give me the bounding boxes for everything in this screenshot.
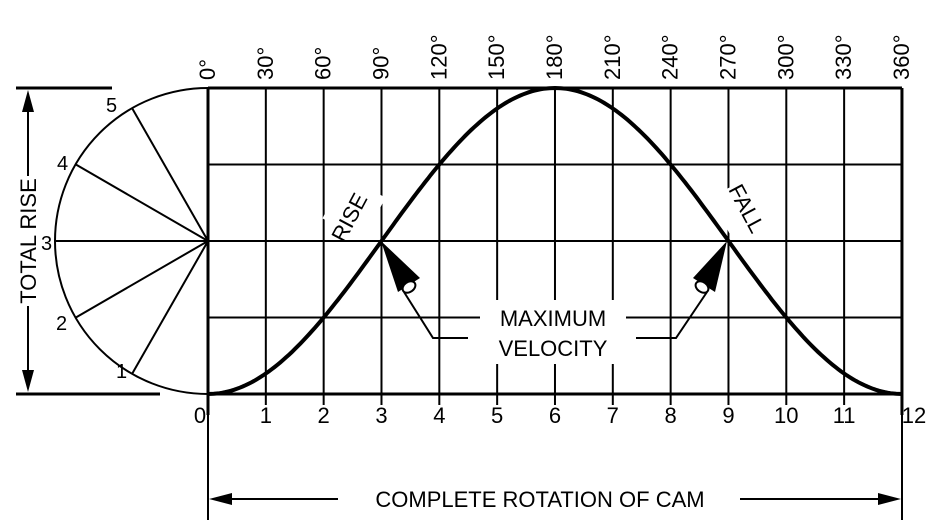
- max-velocity-callout: MAXIMUM VELOCITY: [381, 241, 727, 364]
- rise-label-gap: [17, 176, 39, 306]
- angle-label-12: 360°: [889, 34, 914, 80]
- step-label-3: 3: [375, 403, 387, 428]
- circle-label-1: 1: [116, 361, 127, 383]
- step-label-11: 11: [833, 403, 856, 428]
- left-pointer-tail: [401, 280, 417, 294]
- angle-label-3: 90°: [368, 47, 393, 80]
- step-labels: 0 1 2 3 4 5 6 7 8 9 10 11 12: [194, 403, 926, 428]
- step-label-12: 12: [902, 403, 926, 428]
- total-rise-dimension: TOTAL RISE: [16, 86, 160, 396]
- radius-2: [74, 240, 209, 319]
- rise-label-gap: [322, 176, 386, 240]
- circle-labels: 1 2 3 4 5: [41, 95, 127, 383]
- circle-label-2: 2: [56, 313, 67, 335]
- circle-label-3: 3: [41, 233, 52, 255]
- angle-label-2: 60°: [311, 47, 336, 80]
- rotation-arrow-right: [878, 493, 901, 505]
- step-label-4: 4: [433, 403, 445, 428]
- rise-arrow-down: [22, 370, 34, 392]
- rotation-arrow-left: [209, 493, 232, 505]
- step-label-0: 0: [194, 403, 206, 428]
- max-velocity-line1: MAXIMUM: [500, 306, 606, 331]
- fall-label-gap: [710, 176, 774, 240]
- total-rise-label: TOTAL RISE: [16, 178, 41, 304]
- angle-label-7: 210°: [600, 34, 625, 80]
- rotation-label: COMPLETE ROTATION OF CAM: [375, 487, 704, 512]
- step-label-10: 10: [774, 403, 798, 428]
- rotation-dimension: COMPLETE ROTATION OF CAM: [207, 415, 903, 520]
- angle-label-1: 30°: [253, 47, 278, 80]
- left-leader-line: [403, 291, 468, 339]
- angle-label-5: 150°: [484, 34, 509, 80]
- rise-arrow-up: [22, 90, 34, 112]
- radius-1: [131, 240, 209, 375]
- circle-label-4: 4: [57, 153, 68, 175]
- step-label-6: 6: [549, 403, 561, 428]
- right-leader-line: [636, 291, 708, 339]
- step-label-7: 7: [607, 403, 619, 428]
- angle-label-11: 330°: [831, 34, 856, 80]
- circle-label-5: 5: [106, 95, 117, 117]
- angle-label-4: 120°: [426, 34, 451, 80]
- callout-label-gap: [480, 300, 626, 364]
- angle-label-10: 300°: [773, 34, 798, 80]
- step-label-9: 9: [722, 403, 734, 428]
- angle-label-9: 270°: [715, 34, 740, 80]
- right-pointer-arrow: [693, 241, 727, 292]
- radius-4: [74, 163, 209, 242]
- right-pointer-tail: [694, 280, 710, 294]
- angle-labels: 0° 30° 60° 90° 120° 150° 180° 210° 240° 270° 300° 3…: [195, 34, 914, 80]
- step-label-5: 5: [491, 403, 503, 428]
- max-velocity-line2: VELOCITY: [499, 336, 608, 361]
- angle-label-6: 180°: [542, 34, 567, 80]
- radius-5: [131, 107, 209, 242]
- step-label-1: 1: [260, 403, 272, 428]
- angle-label-8: 240°: [658, 34, 683, 80]
- rotation-label-gap: [338, 484, 740, 516]
- motion-curve: [207, 85, 903, 396]
- step-label-2: 2: [318, 403, 330, 428]
- angle-label-0: 0°: [195, 59, 220, 80]
- left-pointer-arrow: [381, 241, 420, 292]
- step-label-8: 8: [665, 403, 677, 428]
- grid: [206, 86, 904, 415]
- construction-semicircle: [54, 87, 209, 395]
